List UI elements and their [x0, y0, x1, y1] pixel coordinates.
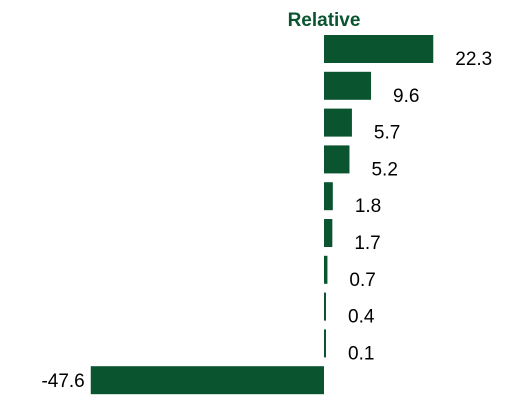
bar-2 [324, 108, 352, 137]
data-label-7: 0.4 [348, 307, 375, 328]
bar-6 [324, 255, 328, 284]
data-label-8: 0.1 [348, 343, 374, 364]
bar-7 [324, 292, 326, 321]
data-labels-group: 22.3 9.6 5.7 5.2 1.8 1.7 0.7 0.4 0.1 -47.6 [41, 49, 492, 392]
data-label-4: 1.8 [355, 196, 381, 217]
chart-title: Relative [288, 10, 361, 31]
data-label-0: 22.3 [455, 49, 492, 70]
bar-3 [324, 145, 350, 174]
data-label-3: 5.2 [371, 159, 397, 180]
bar-9 [90, 366, 324, 395]
data-label-6: 0.7 [349, 270, 375, 291]
data-label-5: 1.7 [354, 233, 380, 254]
bar-1 [324, 71, 372, 100]
data-label-2: 5.7 [374, 123, 400, 144]
bar-5 [324, 219, 333, 247]
bar-0 [324, 35, 434, 63]
data-label-1: 9.6 [393, 86, 419, 107]
data-label-9: -47.6 [41, 371, 84, 392]
bar-8 [324, 329, 326, 358]
bar-4 [324, 182, 333, 211]
bars-group [90, 35, 434, 395]
